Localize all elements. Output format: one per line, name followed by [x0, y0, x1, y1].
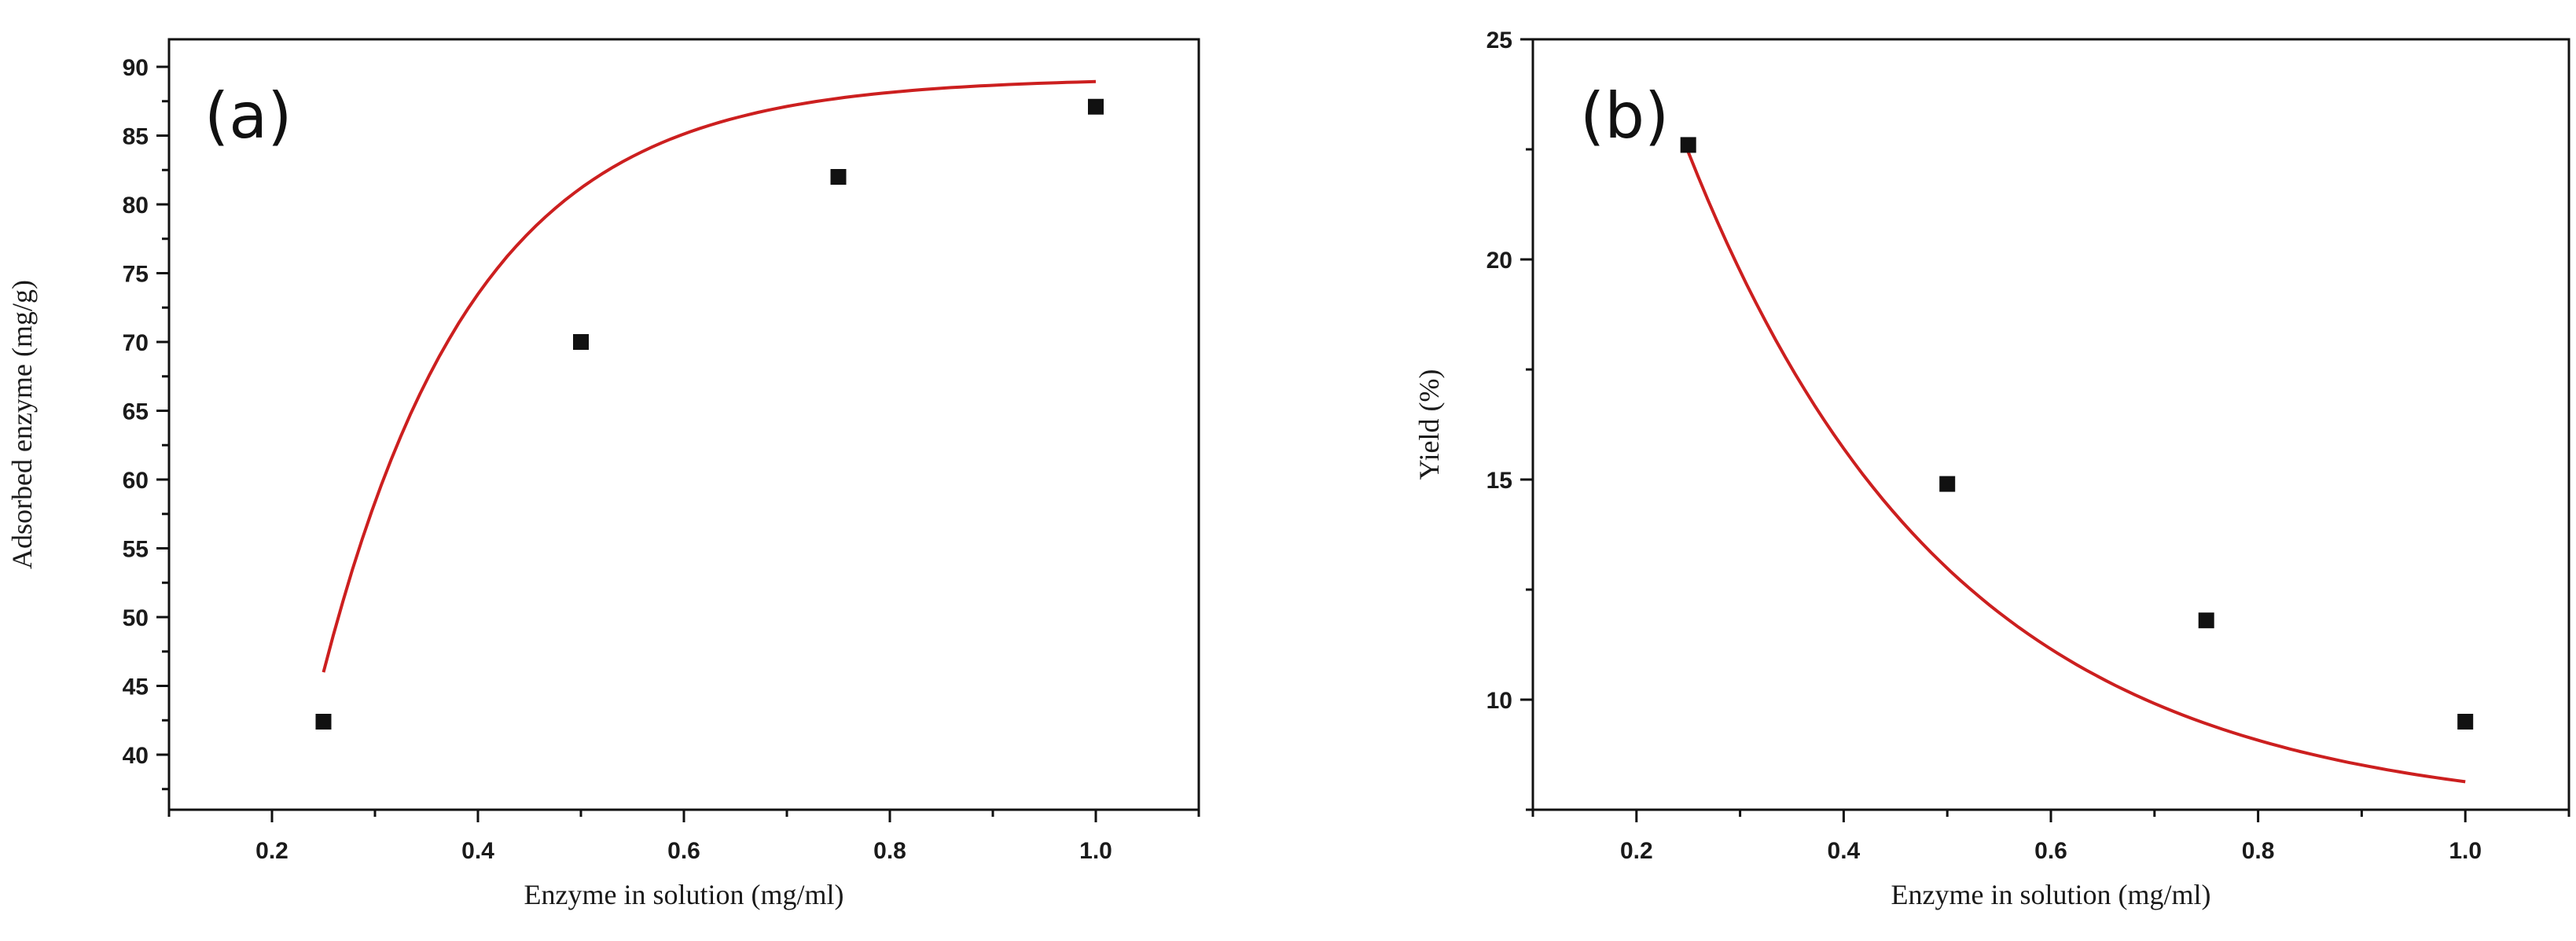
data-point	[2457, 714, 2474, 730]
fit-curve	[1686, 151, 2466, 784]
data-point	[573, 334, 589, 350]
chart-a: 0.2 0.4 0.6 0.8 1.0 40 45 50 55 60 65 70 75 80 85 90 Enz…	[6, 38, 1200, 910]
x-tick-label: 0.8	[873, 838, 906, 864]
data-point	[2198, 612, 2214, 629]
y-tick-label: 60	[123, 468, 149, 494]
y-tick-label: 10	[1486, 688, 1512, 714]
plot-frame	[167, 38, 1200, 811]
y-axis-title: Yield (%)	[1413, 369, 1445, 480]
x-axis-title: Enzyme in solution (mg/ml)	[524, 879, 844, 910]
data-point	[1680, 137, 1696, 153]
y-tick-label: 20	[1486, 248, 1512, 274]
y-tick-label: 75	[123, 262, 149, 288]
x-tick-label: 0.8	[2242, 838, 2275, 864]
x-tick-label: 0.6	[667, 838, 700, 864]
y-tick-label: 15	[1486, 468, 1512, 494]
panel-label: (b)	[1580, 79, 1669, 153]
x-tick-label: 0.4	[461, 838, 494, 864]
x-axis-title: Enzyme in solution (mg/ml)	[1891, 879, 2211, 910]
x-tick-label: 0.2	[255, 838, 288, 864]
chart-b: 0.2 0.4 0.6 0.8 1.0 10 15 20 25 Enzyme in solutio…	[1413, 28, 2570, 910]
y-tick-label: 85	[123, 124, 149, 150]
y-tick-label: 40	[123, 743, 149, 769]
data-point	[830, 169, 847, 185]
data-point	[1939, 476, 1956, 492]
x-tick-label: 1.0	[1079, 838, 1112, 864]
x-tick-label: 0.4	[1828, 838, 1861, 864]
y-tick-label: 55	[123, 537, 149, 563]
y-tick-label: 70	[123, 330, 149, 356]
panel-label: (a)	[204, 79, 292, 153]
x-tick-label: 0.6	[2034, 838, 2067, 864]
data-point	[1088, 98, 1104, 115]
y-tick-label: 25	[1486, 28, 1512, 53]
y-tick-label: 65	[123, 399, 149, 425]
y-tick-label: 90	[123, 55, 149, 81]
y-tick-label: 50	[123, 605, 149, 631]
x-tick-label: 0.2	[1620, 838, 1653, 864]
x-tick-label: 1.0	[2449, 838, 2482, 864]
data-point	[315, 714, 332, 730]
y-tick-label: 80	[123, 193, 149, 219]
y-tick-label: 45	[123, 675, 149, 700]
fit-curve	[322, 79, 1097, 673]
y-axis-title: Adsorbed enzyme (mg/g)	[6, 280, 38, 569]
